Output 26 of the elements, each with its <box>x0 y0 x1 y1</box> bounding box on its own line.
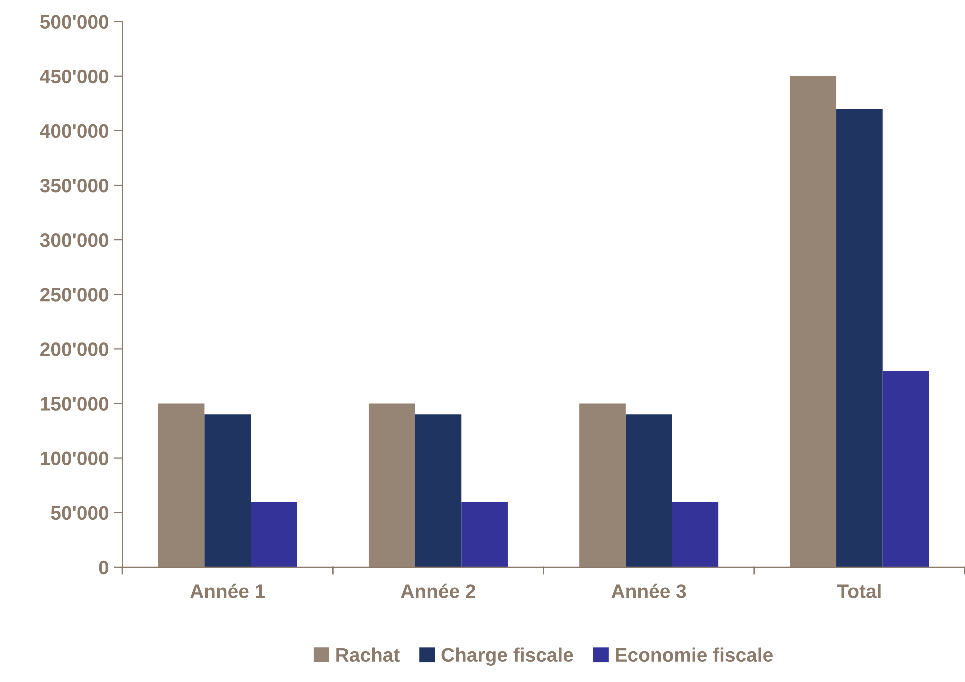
y-tick-label: 350'000 <box>40 178 109 193</box>
x-tick-label: Année 3 <box>612 584 686 598</box>
y-tick-label: 100'000 <box>41 452 109 466</box>
legend-label: Charge fiscale <box>442 648 574 666</box>
y-tick-label: 250'000 <box>40 288 109 302</box>
bar <box>462 502 508 568</box>
y-tick-label: 50'000 <box>51 506 109 520</box>
bar <box>626 414 672 568</box>
x-tick-label: Année 1 <box>190 584 266 598</box>
x-tick-label: Année 2 <box>401 584 476 598</box>
y-tick-label: 400'000 <box>40 124 109 138</box>
legend-label: Economie fiscale <box>616 648 773 662</box>
y-tick-label: 450'000 <box>40 70 109 84</box>
x-tick-label: Total <box>837 584 881 598</box>
y-tick-label: 0 <box>99 560 109 575</box>
y-tick-label: 200'000 <box>40 342 109 356</box>
bar <box>415 414 462 568</box>
bar <box>672 502 719 568</box>
legend-label: Rachat <box>336 648 400 662</box>
y-tick-label: 500'000 <box>40 15 109 30</box>
bar <box>882 371 930 568</box>
bar <box>251 502 298 568</box>
bar <box>204 414 252 568</box>
y-tick-label: 150'000 <box>41 397 109 411</box>
bar <box>836 109 883 568</box>
y-tick-label: 300'000 <box>40 234 109 248</box>
